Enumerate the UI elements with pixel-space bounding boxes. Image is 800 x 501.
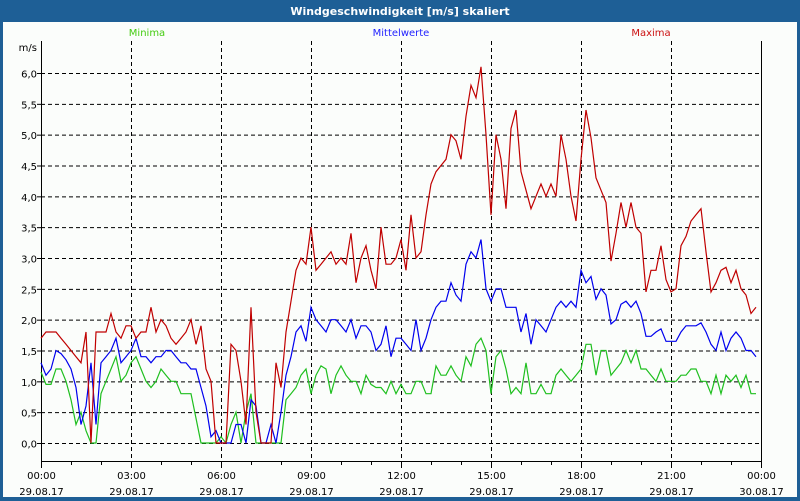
x-tick-date: 29.08.17: [199, 487, 244, 498]
series-line-mittelwerte: [40, 239, 757, 444]
grid: [41, 41, 761, 461]
x-tick-time: 21:00: [657, 471, 686, 482]
x-tick-time: 00:00: [27, 471, 56, 482]
x-tick-time: 09:00: [297, 471, 326, 482]
axes: [37, 41, 762, 468]
legend: Minima Mittelwerte Maxima: [129, 28, 671, 39]
x-tick-date: 29.08.17: [559, 487, 604, 498]
legend-label-mittelwerte: Mittelwerte: [373, 28, 430, 39]
y-tick-label: 1,5: [21, 347, 37, 358]
x-tick-time: 18:00: [567, 471, 596, 482]
y-tick-label: 2,5: [21, 285, 37, 296]
y-tick-label: 0,0: [21, 440, 37, 451]
legend-label-minima: Minima: [129, 28, 165, 39]
x-tick-time: 00:00: [747, 471, 776, 482]
y-axis-label: m/s: [19, 43, 37, 54]
series-line-minima: [40, 337, 756, 445]
plot-panel: 0,0 0,5 1,0 1,5 2,0 2,5 3,0 3,5 4,0 4,5 5,0 5,5 6,0 m…: [3, 22, 797, 498]
series-lines: [40, 66, 757, 445]
x-tick-date: 29.08.17: [379, 487, 424, 498]
x-tick-time: 03:00: [117, 471, 146, 482]
series-line-maxima: [40, 66, 757, 444]
x-tick-date: 29.08.17: [469, 487, 514, 498]
tick-labels: 0,0 0,5 1,0 1,5 2,0 2,5 3,0 3,5 4,0 4,5 5,0 5,5 6,0 m…: [19, 43, 784, 498]
x-tick-date: 29.08.17: [19, 487, 64, 498]
x-tick-date: 29.08.17: [109, 487, 154, 498]
x-tick-date: 29.08.17: [289, 487, 334, 498]
y-tick-label: 2,0: [21, 316, 37, 327]
chart-title: Windgeschwindigkeit [m/s] skaliert: [290, 5, 510, 18]
x-tick-time: 15:00: [477, 471, 506, 482]
y-tick-label: 5,5: [21, 100, 37, 111]
y-tick-label: 6,0: [21, 70, 37, 81]
x-tick-time: 12:00: [387, 471, 416, 482]
x-tick-time: 06:00: [207, 471, 236, 482]
y-tick-label: 1,0: [21, 378, 37, 389]
y-tick-label: 4,5: [21, 162, 37, 173]
y-tick-label: 3,5: [21, 224, 37, 235]
x-tick-date: 29.08.17: [649, 487, 694, 498]
y-tick-label: 4,0: [21, 193, 37, 204]
y-tick-label: 0,5: [21, 409, 37, 420]
y-tick-label: 3,0: [21, 255, 37, 266]
x-tick-date: 30.08.17: [739, 487, 784, 498]
y-tick-label: 5,0: [21, 131, 37, 142]
legend-label-maxima: Maxima: [631, 28, 670, 39]
